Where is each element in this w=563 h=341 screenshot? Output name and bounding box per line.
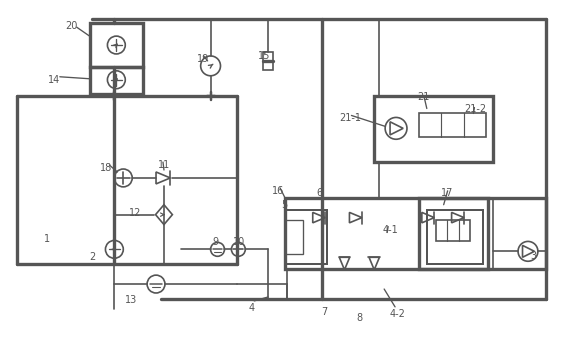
Text: 18: 18 [100, 163, 111, 173]
Text: 13: 13 [126, 295, 137, 305]
Text: 10: 10 [234, 237, 245, 248]
Text: 9: 9 [213, 237, 218, 248]
Text: 20: 20 [65, 21, 77, 31]
Text: 21-2: 21-2 [464, 104, 486, 114]
Text: 21-1: 21-1 [339, 114, 361, 123]
Text: 12: 12 [129, 208, 142, 218]
Text: 4-2: 4-2 [389, 309, 405, 319]
Text: 8: 8 [356, 313, 363, 323]
Text: 17: 17 [441, 188, 453, 198]
Bar [419, 198, 546, 269]
Text: 4: 4 [248, 303, 254, 313]
Text: 5: 5 [281, 200, 287, 210]
Text: 4-1: 4-1 [382, 225, 398, 235]
Bar [263, 52, 273, 70]
Bar [90, 23, 143, 67]
Text: 11: 11 [158, 160, 170, 170]
Text: 15: 15 [258, 51, 271, 61]
Text: 14: 14 [48, 75, 60, 85]
Bar [285, 198, 488, 269]
Bar [90, 67, 143, 94]
Text: 21: 21 [417, 92, 429, 102]
Text: 7: 7 [321, 307, 328, 317]
Bar [419, 114, 486, 137]
Text: 2: 2 [90, 252, 96, 262]
Text: 6: 6 [317, 188, 323, 198]
Bar [285, 220, 303, 254]
Text: 1: 1 [44, 235, 50, 244]
Bar [427, 210, 484, 264]
Text: 16: 16 [272, 186, 284, 196]
Bar [374, 95, 493, 162]
Text: 3: 3 [530, 251, 536, 261]
Text: 19: 19 [196, 54, 209, 64]
Bar [285, 210, 327, 264]
Bar [436, 220, 471, 241]
